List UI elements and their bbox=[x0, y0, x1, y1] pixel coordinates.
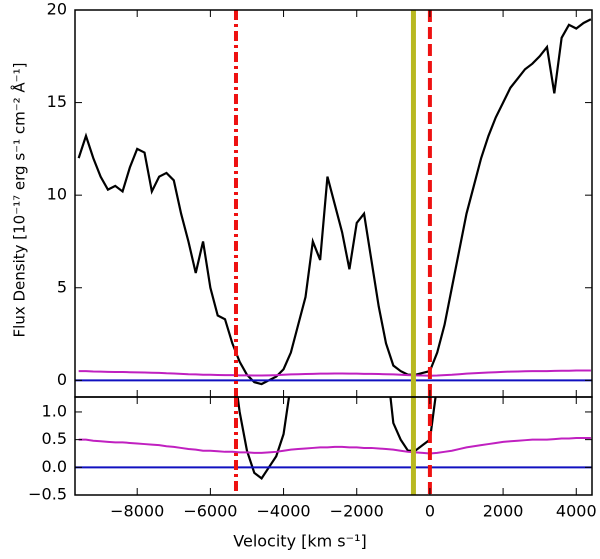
y-tick-label: 10 bbox=[47, 185, 67, 204]
zoom-panel bbox=[75, 397, 592, 495]
x-tick-label: −4000 bbox=[256, 502, 310, 521]
plot-frame bbox=[74, 396, 593, 496]
x-tick-label: 0 bbox=[425, 502, 435, 521]
spectrum-line bbox=[77, 18, 592, 386]
spectrum-line bbox=[236, 397, 437, 480]
y-tick-label: 20 bbox=[47, 0, 67, 19]
x-tick-label: −6000 bbox=[183, 502, 237, 521]
y-tick-label: 5 bbox=[57, 277, 67, 296]
y-axis-label: Flux Density [10⁻¹⁷ erg s⁻¹ cm⁻² Å⁻¹] bbox=[10, 63, 29, 338]
y-tick-label: 0.0 bbox=[42, 457, 67, 476]
y-tick-label: 1.0 bbox=[42, 401, 67, 420]
x-axis-label: Velocity [km s⁻¹] bbox=[233, 532, 366, 551]
x-tick-label: −2000 bbox=[330, 502, 384, 521]
spectrum-line bbox=[78, 436, 591, 455]
x-tick-label: 4000 bbox=[556, 502, 597, 521]
y-tick-label: 0.5 bbox=[42, 429, 67, 448]
x-tick-label: −8000 bbox=[110, 502, 164, 521]
y-tick-label: −0.5 bbox=[28, 485, 67, 504]
axes: 0 5 10 15 20 −0.5 0.0 0.5 1.0 −8000 −6000 −4000 −200… bbox=[28, 0, 596, 521]
y-tick-label: 0 bbox=[57, 370, 67, 389]
y-tick-label: 15 bbox=[47, 92, 67, 111]
spectrum-line bbox=[78, 369, 591, 377]
main-panel bbox=[75, 10, 592, 397]
x-tick-label: 2000 bbox=[483, 502, 524, 521]
